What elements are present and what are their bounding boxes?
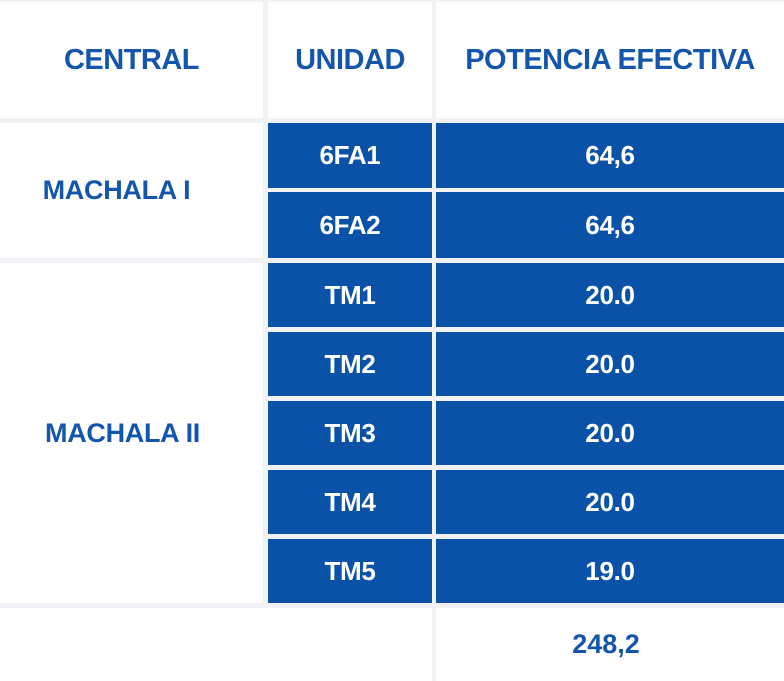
total-label-cell [0,608,432,681]
total-value: 248,2 [436,608,784,681]
unidad-cell: TM5 [268,539,432,603]
unidad-cell: TM1 [268,263,432,327]
potencia-cell: 20.0 [436,332,784,396]
potencia-cell: 20.0 [436,401,784,465]
unidad-cell: TM4 [268,470,432,534]
header-central: CENTRAL [0,2,263,118]
unidad-cell: TM2 [268,332,432,396]
potencia-cell: 20.0 [436,470,784,534]
potencia-cell: 64,6 [436,123,784,188]
unidad-cell: TM3 [268,401,432,465]
potencia-cell: 19.0 [436,539,784,603]
unidad-cell: 6FA2 [268,192,432,258]
central-machala-i: MACHALA I [0,123,263,258]
unidad-cell: 6FA1 [268,123,432,188]
central-machala-ii: MACHALA II [0,263,263,603]
potencia-cell: 20.0 [436,263,784,327]
header-unidad: UNIDAD [268,2,432,118]
header-potencia-efectiva: POTENCIA EFECTIVA [436,2,784,118]
potencia-cell: 64,6 [436,192,784,258]
